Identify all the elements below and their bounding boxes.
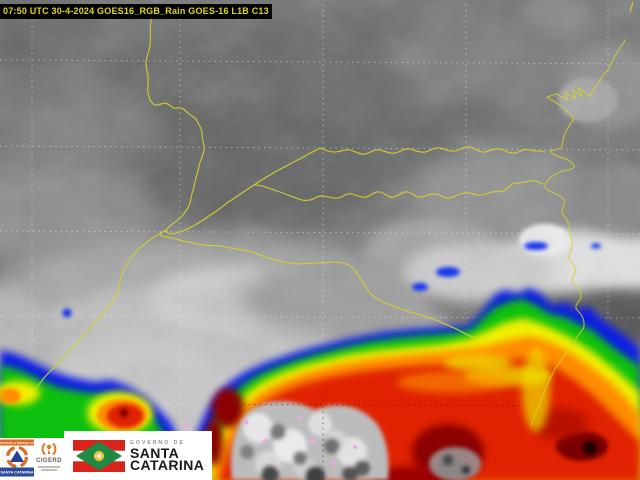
governo-name-line1: SANTA — [130, 444, 180, 461]
governo-sc-logo: GOVERNO DE SANTA CATARINA — [64, 431, 212, 480]
governo-name-line2: CATARINA — [130, 457, 205, 473]
border-argentina-east — [165, 118, 205, 231]
small-blue-cells — [412, 242, 601, 291]
coastline-ne-corner — [629, 1, 634, 13]
border-inner-line — [254, 180, 544, 201]
timestamp-overlay: 07:50 UTC 30-4-2024 GOES16_RGB_Rain GOES… — [0, 4, 272, 19]
santa-catarina-flag-icon — [73, 439, 125, 472]
defesa-civil-bottom-label: SANTA CATARINA — [1, 471, 34, 475]
cigerd-subtext-smudge — [38, 465, 60, 468]
footer-logo-strip: PROTEÇÃO E DEFESA CIVIL SANTA CATARINA C… — [0, 431, 212, 480]
coastline — [530, 39, 626, 426]
defesa-civil-top-label: PROTEÇÃO E DEFESA CIVIL — [0, 440, 34, 445]
cigerd-subtext-smudge — [41, 469, 57, 471]
cigerd-label: CIGERD — [36, 458, 62, 464]
border-rs-argentina — [34, 229, 167, 391]
state-borders — [34, 1, 634, 426]
border-sc-rs — [159, 229, 476, 339]
cigerd-logo: CIGERD — [34, 438, 64, 480]
border-iguacu — [149, 99, 197, 120]
border-parana-river — [145, 13, 153, 101]
governo-sc-text: GOVERNO DE SANTA CATARINA — [130, 440, 204, 472]
defesa-civil-emblem-icon: PROTEÇÃO E DEFESA CIVIL SANTA CATARINA — [0, 438, 38, 480]
governo-eyebrow: GOVERNO DE — [130, 439, 185, 446]
rain-system-main — [182, 242, 640, 480]
cigerd-radio-icon — [41, 442, 57, 456]
border-pr-sc — [165, 146, 546, 235]
defesa-civil-logo: PROTEÇÃO E DEFESA CIVIL SANTA CATARINA — [0, 438, 38, 480]
